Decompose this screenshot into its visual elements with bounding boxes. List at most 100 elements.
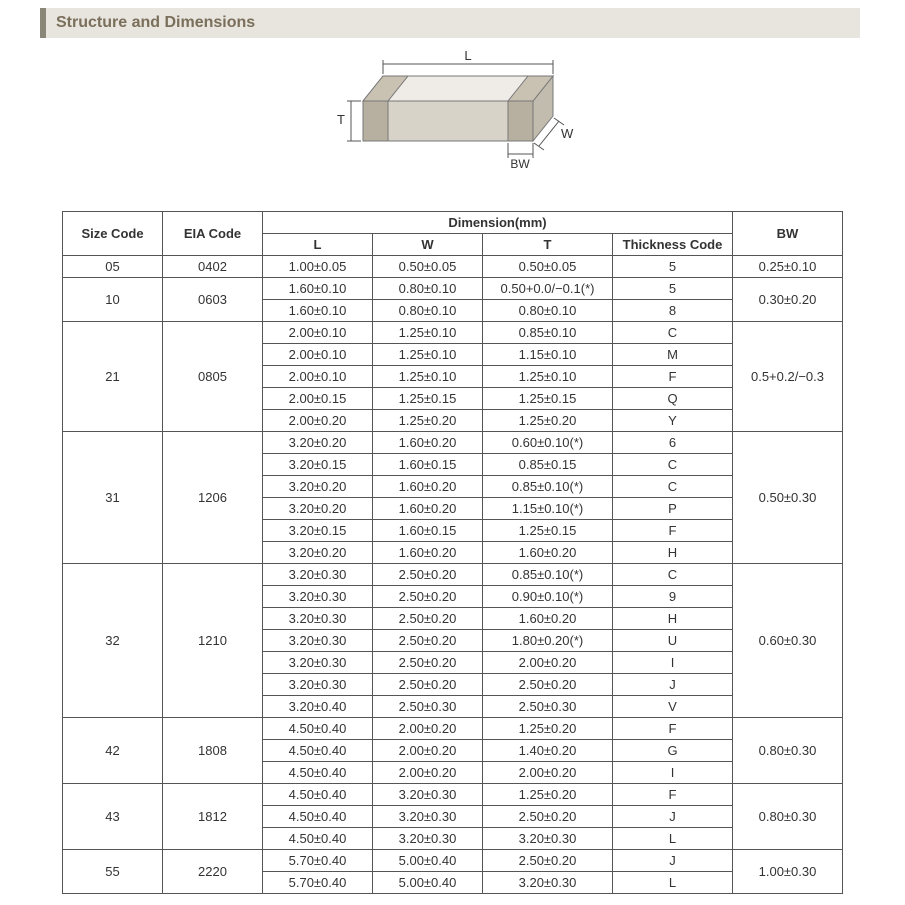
- cell-L: 4.50±0.40: [263, 806, 373, 828]
- cell-thk: Y: [613, 410, 733, 432]
- cell-T: 3.20±0.30: [483, 872, 613, 894]
- cell-L: 4.50±0.40: [263, 762, 373, 784]
- cell-L: 3.20±0.30: [263, 564, 373, 586]
- cell-W: 1.25±0.10: [373, 366, 483, 388]
- cell-L: 3.20±0.40: [263, 696, 373, 718]
- cell-thk: V: [613, 696, 733, 718]
- cell-thk: 6: [613, 432, 733, 454]
- section-header: Structure and Dimensions: [40, 8, 860, 38]
- cell-T: 0.85±0.15: [483, 454, 613, 476]
- cell-thk: F: [613, 366, 733, 388]
- cell-thk: L: [613, 828, 733, 850]
- cell-L: 1.60±0.10: [263, 278, 373, 300]
- th-T: T: [483, 234, 613, 256]
- cell-L: 2.00±0.20: [263, 410, 373, 432]
- cell-thk: M: [613, 344, 733, 366]
- cell-thk: F: [613, 718, 733, 740]
- cell-thk: J: [613, 850, 733, 872]
- section-title: Structure and Dimensions: [56, 14, 255, 31]
- cell-L: 3.20±0.30: [263, 586, 373, 608]
- cell-W: 2.00±0.20: [373, 740, 483, 762]
- cell-T: 2.50±0.20: [483, 850, 613, 872]
- diagram-label-W: W: [561, 126, 574, 141]
- cell-T: 1.25±0.20: [483, 784, 613, 806]
- cell-W: 5.00±0.40: [373, 872, 483, 894]
- cell-T: 1.15±0.10: [483, 344, 613, 366]
- cell-thk: F: [613, 784, 733, 806]
- cell-thk: I: [613, 652, 733, 674]
- cell-size: 10: [63, 278, 163, 322]
- cell-W: 1.25±0.10: [373, 322, 483, 344]
- cell-W: 0.50±0.05: [373, 256, 483, 278]
- table-row: 3212103.20±0.302.50±0.200.85±0.10(*)C0.6…: [63, 564, 843, 586]
- cell-W: 1.60±0.20: [373, 542, 483, 564]
- cell-size: 42: [63, 718, 163, 784]
- cell-W: 3.20±0.30: [373, 828, 483, 850]
- cell-thk: J: [613, 674, 733, 696]
- cell-W: 3.20±0.30: [373, 784, 483, 806]
- cell-W: 1.60±0.20: [373, 476, 483, 498]
- cell-T: 0.85±0.10: [483, 322, 613, 344]
- cell-T: 1.60±0.20: [483, 608, 613, 630]
- cell-eia: 0402: [163, 256, 263, 278]
- cell-T: 0.85±0.10(*): [483, 476, 613, 498]
- cell-T: 1.25±0.20: [483, 718, 613, 740]
- cell-T: 0.80±0.10: [483, 300, 613, 322]
- cell-T: 2.50±0.30: [483, 696, 613, 718]
- cell-thk: I: [613, 762, 733, 784]
- th-thk: Thickness Code: [613, 234, 733, 256]
- cell-L: 3.20±0.30: [263, 652, 373, 674]
- dimension-diagram: L T W BW: [0, 46, 905, 201]
- cell-bw: 0.80±0.30: [733, 718, 843, 784]
- cell-L: 3.20±0.20: [263, 476, 373, 498]
- table-row: 2108052.00±0.101.25±0.100.85±0.10C0.5+0.…: [63, 322, 843, 344]
- cell-eia: 2220: [163, 850, 263, 894]
- cell-T: 1.25±0.15: [483, 520, 613, 542]
- table-row: 5522205.70±0.405.00±0.402.50±0.20J1.00±0…: [63, 850, 843, 872]
- cell-T: 0.50+0.0/−0.1(*): [483, 278, 613, 300]
- cell-T: 2.00±0.20: [483, 652, 613, 674]
- cell-W: 2.50±0.30: [373, 696, 483, 718]
- cell-T: 0.50±0.05: [483, 256, 613, 278]
- cell-T: 2.50±0.20: [483, 806, 613, 828]
- table-row: 4318124.50±0.403.20±0.301.25±0.20F0.80±0…: [63, 784, 843, 806]
- cell-bw: 0.60±0.30: [733, 564, 843, 718]
- th-W: W: [373, 234, 483, 256]
- cell-W: 2.50±0.20: [373, 586, 483, 608]
- cell-thk: F: [613, 520, 733, 542]
- dimensions-table: Size Code EIA Code Dimension(mm) BW L W …: [62, 211, 843, 894]
- cell-L: 3.20±0.20: [263, 542, 373, 564]
- cell-eia: 1210: [163, 564, 263, 718]
- cell-eia: 0603: [163, 278, 263, 322]
- cell-W: 2.00±0.20: [373, 762, 483, 784]
- cell-T: 1.40±0.20: [483, 740, 613, 762]
- cell-W: 3.20±0.30: [373, 806, 483, 828]
- diagram-label-L: L: [464, 48, 471, 63]
- cell-L: 1.60±0.10: [263, 300, 373, 322]
- cell-thk: G: [613, 740, 733, 762]
- cell-W: 2.50±0.20: [373, 608, 483, 630]
- cell-L: 3.20±0.20: [263, 432, 373, 454]
- cell-L: 1.00±0.05: [263, 256, 373, 278]
- cell-W: 1.60±0.15: [373, 520, 483, 542]
- cell-size: 31: [63, 432, 163, 564]
- cell-T: 0.85±0.10(*): [483, 564, 613, 586]
- cell-thk: C: [613, 476, 733, 498]
- th-dim-group: Dimension(mm): [263, 212, 733, 234]
- cell-T: 0.60±0.10(*): [483, 432, 613, 454]
- cell-T: 2.50±0.20: [483, 674, 613, 696]
- th-L: L: [263, 234, 373, 256]
- cell-thk: L: [613, 872, 733, 894]
- cell-W: 2.00±0.20: [373, 718, 483, 740]
- th-eia: EIA Code: [163, 212, 263, 256]
- cell-T: 3.20±0.30: [483, 828, 613, 850]
- table-row: 0504021.00±0.050.50±0.050.50±0.0550.25±0…: [63, 256, 843, 278]
- cell-eia: 1812: [163, 784, 263, 850]
- cell-W: 1.60±0.15: [373, 454, 483, 476]
- cell-W: 2.50±0.20: [373, 564, 483, 586]
- cell-L: 3.20±0.30: [263, 674, 373, 696]
- cell-thk: 5: [613, 278, 733, 300]
- cell-eia: 1808: [163, 718, 263, 784]
- cell-thk: C: [613, 564, 733, 586]
- cell-L: 3.20±0.15: [263, 454, 373, 476]
